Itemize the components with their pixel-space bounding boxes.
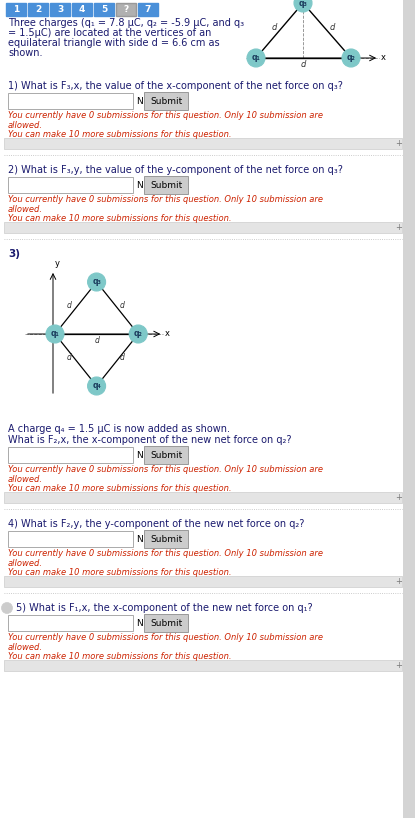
Text: 5) What is F₁,x, the x-component of the new net force on q₁?: 5) What is F₁,x, the x-component of the … <box>16 603 312 613</box>
FancyBboxPatch shape <box>72 3 92 16</box>
FancyBboxPatch shape <box>94 3 114 16</box>
Text: You can make 10 more submissions for this question.: You can make 10 more submissions for thi… <box>8 568 232 577</box>
Text: +: + <box>395 139 403 148</box>
Text: y: y <box>55 259 60 268</box>
Text: d: d <box>120 301 124 310</box>
Text: x: x <box>165 330 170 339</box>
Text: Three charges (q₁ = 7.8 μC, q₂ = -5.9 μC, and q₃: Three charges (q₁ = 7.8 μC, q₂ = -5.9 μC… <box>8 18 244 28</box>
Text: equilateral triangle with side d = 6.6 cm as: equilateral triangle with side d = 6.6 c… <box>8 38 220 48</box>
Circle shape <box>342 49 360 67</box>
Text: q₄: q₄ <box>92 381 101 390</box>
Text: You currently have 0 submissions for this question. Only 10 submission are: You currently have 0 submissions for thi… <box>8 633 323 642</box>
Text: N: N <box>136 534 143 543</box>
FancyBboxPatch shape <box>4 222 402 233</box>
FancyBboxPatch shape <box>144 92 188 110</box>
Text: Submit: Submit <box>150 451 182 460</box>
Text: allowed.: allowed. <box>8 204 43 213</box>
Text: You can make 10 more submissions for this question.: You can make 10 more submissions for thi… <box>8 130 232 139</box>
Text: q₂: q₂ <box>347 53 355 62</box>
Text: allowed.: allowed. <box>8 120 43 129</box>
FancyBboxPatch shape <box>8 531 133 547</box>
Text: d: d <box>94 336 99 345</box>
Text: q₁: q₁ <box>251 53 261 62</box>
Text: N: N <box>136 451 143 460</box>
FancyBboxPatch shape <box>4 138 402 149</box>
Text: d: d <box>330 24 335 33</box>
Text: d: d <box>271 24 277 33</box>
FancyBboxPatch shape <box>6 3 26 16</box>
Text: = 1.5μC) are located at the vertices of an: = 1.5μC) are located at the vertices of … <box>8 28 211 38</box>
Text: q₁: q₁ <box>51 330 59 339</box>
Circle shape <box>46 325 64 343</box>
Text: d: d <box>67 301 72 310</box>
Text: You can make 10 more submissions for this question.: You can make 10 more submissions for thi… <box>8 484 232 493</box>
Text: What is F₂,x, the x-component of the new net force on q₂?: What is F₂,x, the x-component of the new… <box>8 435 291 445</box>
Text: N: N <box>136 181 143 190</box>
Text: d: d <box>120 353 124 362</box>
Text: x: x <box>381 53 386 62</box>
Text: 7: 7 <box>145 5 151 14</box>
FancyBboxPatch shape <box>144 614 188 632</box>
Text: N: N <box>136 618 143 627</box>
Text: +: + <box>395 493 403 502</box>
FancyBboxPatch shape <box>144 446 188 464</box>
Text: q₂: q₂ <box>134 330 143 339</box>
Text: d: d <box>67 353 72 362</box>
FancyBboxPatch shape <box>138 3 158 16</box>
Text: You can make 10 more submissions for this question.: You can make 10 more submissions for thi… <box>8 652 232 661</box>
Text: d: d <box>301 60 306 69</box>
Circle shape <box>88 377 105 395</box>
FancyBboxPatch shape <box>116 3 136 16</box>
Text: allowed.: allowed. <box>8 559 43 568</box>
Text: allowed.: allowed. <box>8 642 43 651</box>
Text: allowed.: allowed. <box>8 474 43 483</box>
FancyBboxPatch shape <box>50 3 70 16</box>
FancyBboxPatch shape <box>144 176 188 194</box>
Text: shown.: shown. <box>8 48 42 58</box>
Text: +: + <box>395 661 403 670</box>
Text: You currently have 0 submissions for this question. Only 10 submission are: You currently have 0 submissions for thi… <box>8 549 323 558</box>
FancyBboxPatch shape <box>0 0 405 818</box>
Text: 1) What is F₃,x, the value of the x-component of the net force on q₃?: 1) What is F₃,x, the value of the x-comp… <box>8 81 343 91</box>
Text: Submit: Submit <box>150 534 182 543</box>
Circle shape <box>247 49 265 67</box>
Text: Submit: Submit <box>150 181 182 190</box>
Text: 1: 1 <box>13 5 19 14</box>
Text: You currently have 0 submissions for this question. Only 10 submission are: You currently have 0 submissions for thi… <box>8 195 323 204</box>
Text: 3): 3) <box>8 249 20 259</box>
Circle shape <box>294 0 312 12</box>
FancyBboxPatch shape <box>28 3 48 16</box>
Circle shape <box>129 325 147 343</box>
FancyBboxPatch shape <box>4 492 402 503</box>
Text: +: + <box>395 577 403 586</box>
Text: q₃: q₃ <box>92 277 101 286</box>
FancyBboxPatch shape <box>8 447 133 463</box>
Text: You currently have 0 submissions for this question. Only 10 submission are: You currently have 0 submissions for thi… <box>8 111 323 120</box>
Text: 3: 3 <box>57 5 63 14</box>
Circle shape <box>2 603 12 614</box>
FancyBboxPatch shape <box>8 177 133 193</box>
Text: N: N <box>136 97 143 106</box>
Text: Submit: Submit <box>150 618 182 627</box>
Text: ?: ? <box>123 5 129 14</box>
Text: A charge q₄ = 1.5 μC is now added as shown.: A charge q₄ = 1.5 μC is now added as sho… <box>8 424 230 434</box>
Text: 2: 2 <box>35 5 41 14</box>
FancyBboxPatch shape <box>8 93 133 109</box>
Text: 2) What is F₃,y, the value of the y-component of the net force on q₃?: 2) What is F₃,y, the value of the y-comp… <box>8 165 343 175</box>
Text: +: + <box>395 223 403 232</box>
FancyBboxPatch shape <box>4 576 402 587</box>
FancyBboxPatch shape <box>403 0 415 818</box>
Text: 5: 5 <box>101 5 107 14</box>
FancyBboxPatch shape <box>8 615 133 631</box>
FancyBboxPatch shape <box>144 530 188 548</box>
Text: You currently have 0 submissions for this question. Only 10 submission are: You currently have 0 submissions for thi… <box>8 465 323 474</box>
FancyBboxPatch shape <box>4 660 402 671</box>
Text: 4) What is F₂,y, the y-component of the new net force on q₂?: 4) What is F₂,y, the y-component of the … <box>8 519 304 529</box>
Text: You can make 10 more submissions for this question.: You can make 10 more submissions for thi… <box>8 214 232 223</box>
Circle shape <box>88 273 105 291</box>
Text: 4: 4 <box>79 5 85 14</box>
Text: q₃: q₃ <box>298 0 308 7</box>
Text: Submit: Submit <box>150 97 182 106</box>
